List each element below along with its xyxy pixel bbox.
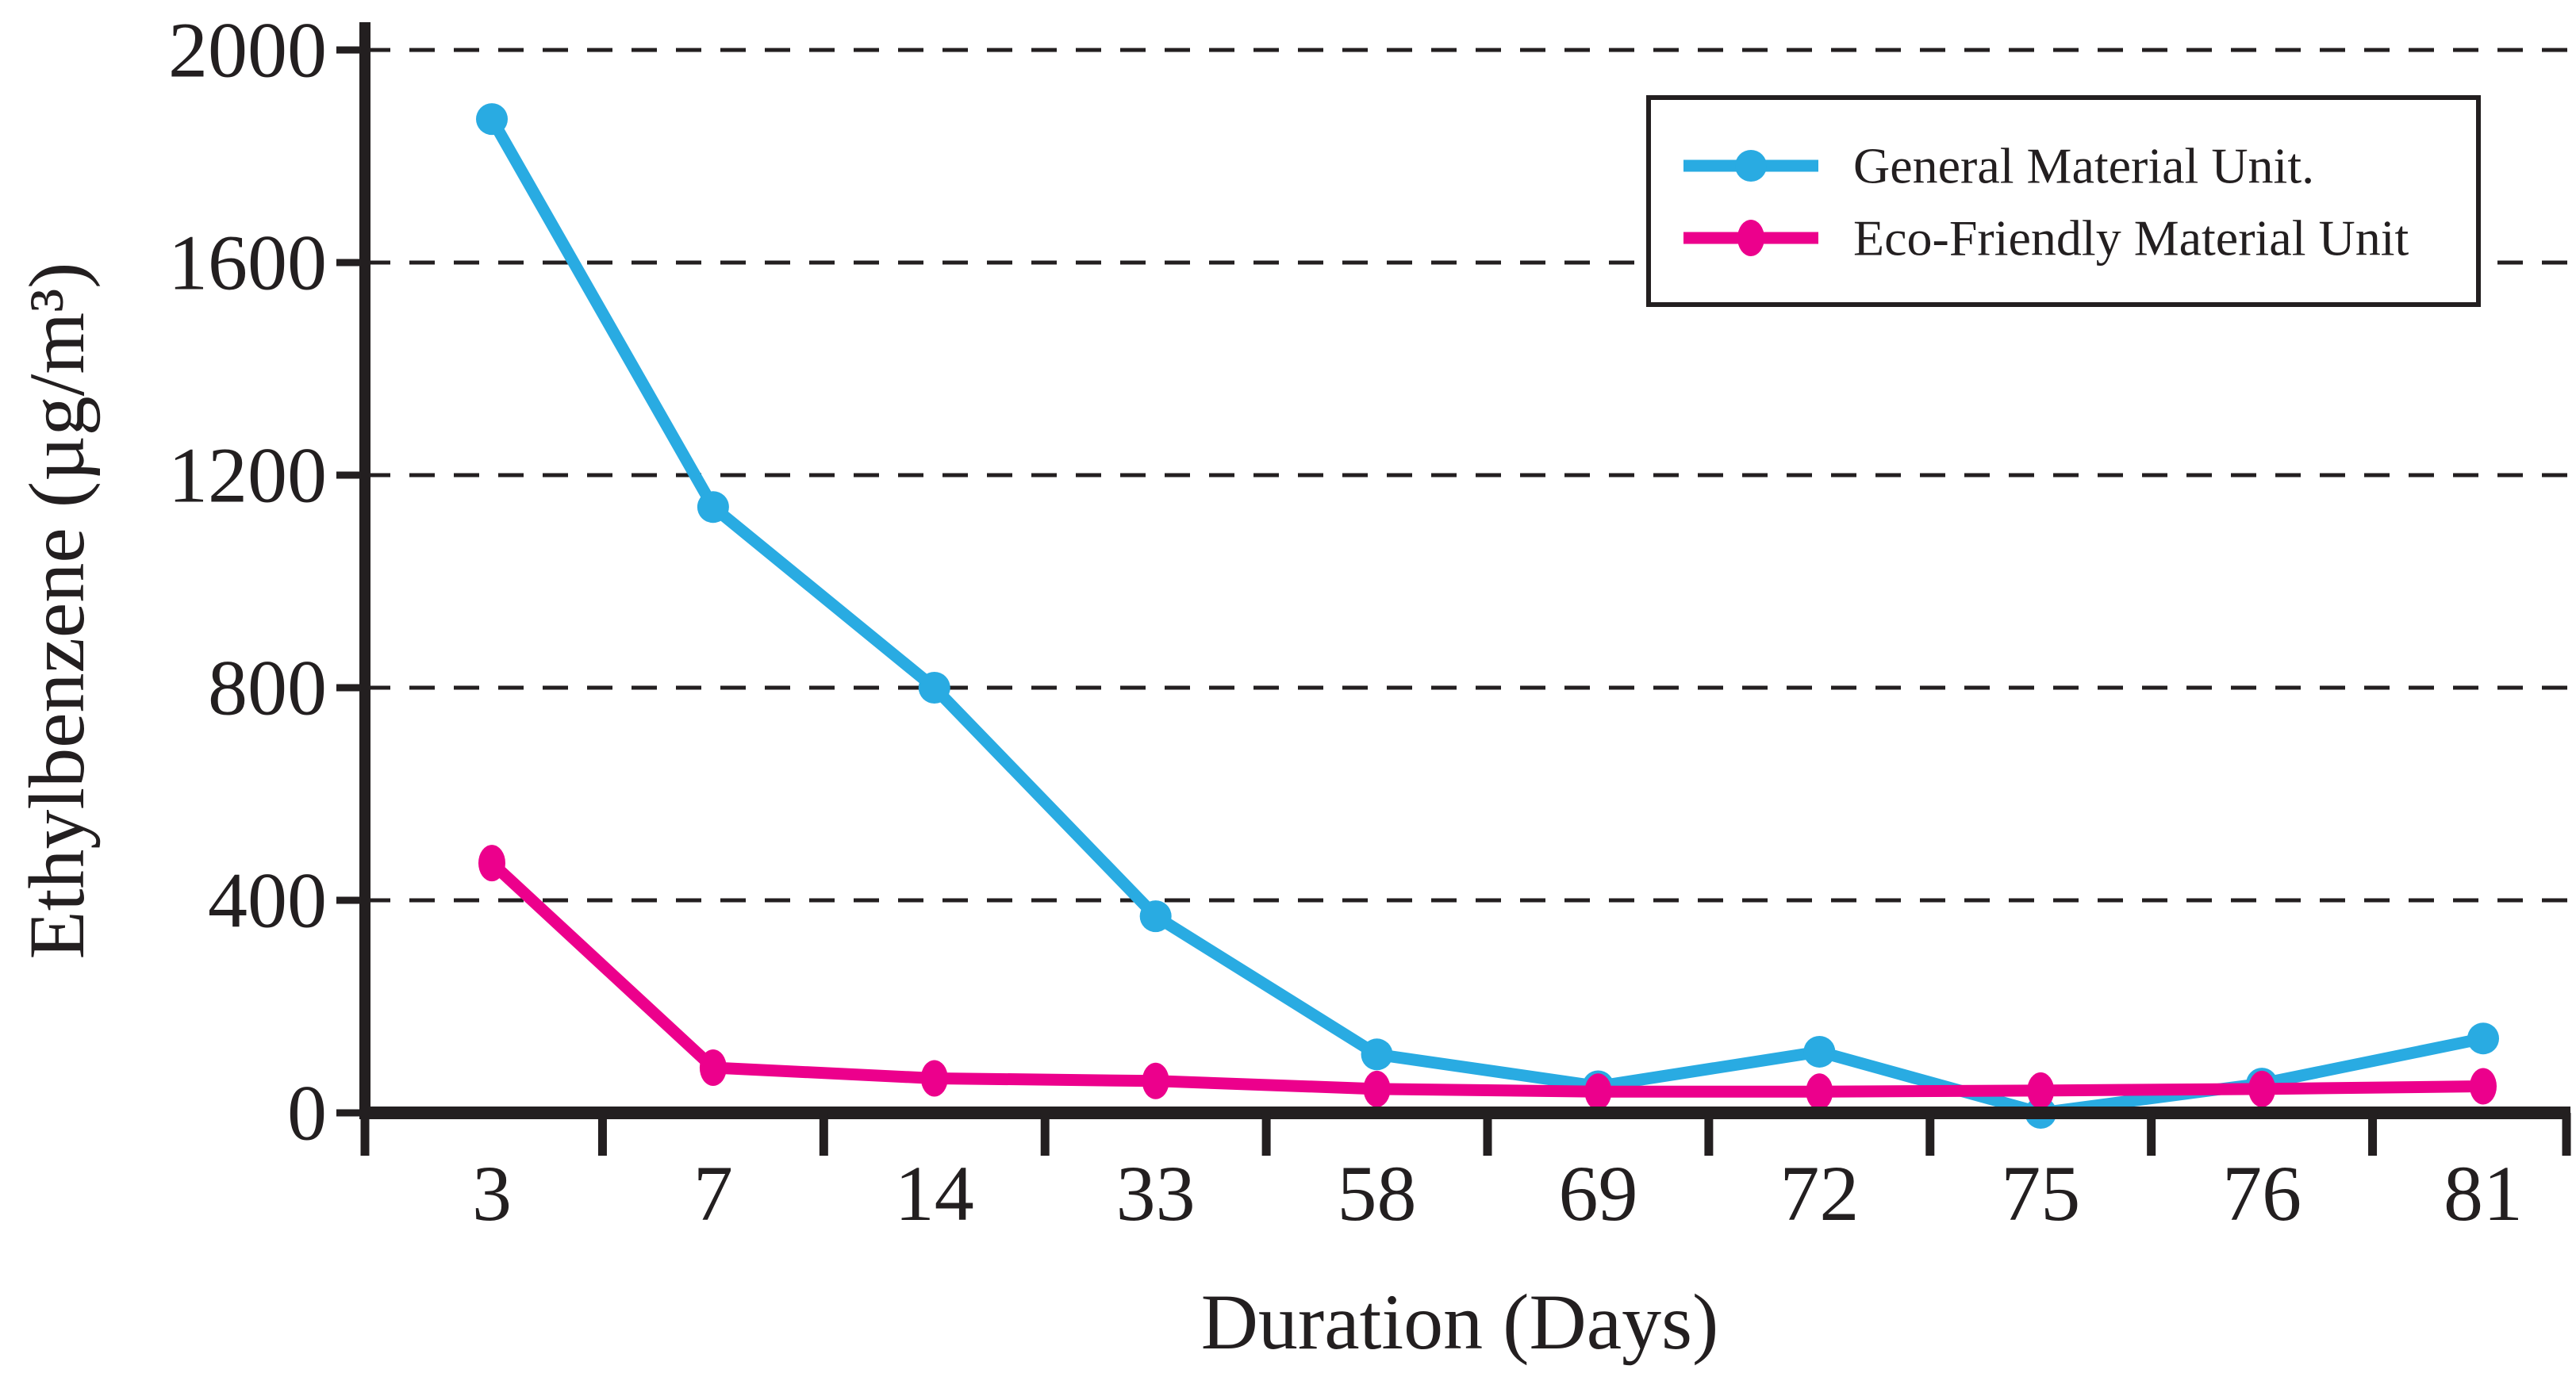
data-point-eco-day-58 — [1363, 1070, 1391, 1107]
legend-marker-eco — [1737, 220, 1764, 256]
data-point-eco-day-72 — [1806, 1073, 1833, 1110]
x-tick-label-75: 75 — [2001, 1149, 2080, 1237]
x-tick-label-76: 76 — [2222, 1149, 2302, 1237]
series-line-general — [486, 113, 2490, 1119]
x-tick-label-3: 3 — [472, 1149, 512, 1237]
series-layer — [476, 103, 2499, 1129]
data-point-eco-day-75 — [2027, 1072, 2055, 1109]
legend-label-eco: Eco-Friendly Material Unit — [1853, 210, 2409, 267]
y-axis-title: Ethylbenzene (µg/m³) — [13, 263, 101, 960]
x-axis-title: Duration (Days) — [1201, 1278, 1719, 1366]
legend-marker-general — [1735, 150, 1767, 182]
data-point-general-day-81 — [2467, 1022, 2499, 1055]
data-point-general-day-58 — [1361, 1038, 1393, 1071]
tick-labels-layer: 0 400 800 1200 1600 2000 3 7 14 33 58 69 72 75 76 81 — [168, 6, 2523, 1238]
x-tick-label-58: 58 — [1338, 1149, 1417, 1237]
x-tick-label-33: 33 — [1116, 1149, 1196, 1237]
data-point-general-day-7 — [697, 491, 729, 524]
data-point-eco-day-76 — [2248, 1070, 2276, 1107]
y-tick-label-400: 400 — [208, 857, 327, 945]
x-tick-label-81: 81 — [2444, 1149, 2523, 1237]
data-point-general-day-72 — [1803, 1035, 1836, 1068]
y-tick-label-2000: 2000 — [168, 6, 327, 94]
x-tick-label-14: 14 — [895, 1149, 974, 1237]
y-tick-label-0: 0 — [287, 1069, 327, 1157]
legend-label-general: General Material Unit. — [1853, 138, 2314, 194]
data-point-general-day-14 — [918, 672, 950, 704]
data-point-eco-day-33 — [1142, 1062, 1169, 1099]
data-point-eco-day-14 — [920, 1060, 948, 1097]
data-point-eco-day-3 — [478, 845, 505, 882]
x-tick-label-69: 69 — [1558, 1149, 1637, 1237]
data-point-general-day-3 — [476, 103, 508, 136]
y-tick-label-800: 800 — [208, 644, 327, 732]
legend: General Material Unit. Eco-Friendly Mater… — [1646, 95, 2481, 307]
series-line-eco — [486, 857, 2490, 1098]
x-tick-label-7: 7 — [693, 1149, 733, 1237]
x-tick-label-72: 72 — [1779, 1149, 1859, 1237]
y-tick-label-1200: 1200 — [168, 432, 327, 520]
y-tick-label-1600: 1600 — [168, 219, 327, 307]
legend-box — [1646, 95, 2481, 307]
data-point-eco-day-81 — [2470, 1068, 2497, 1105]
data-point-eco-day-69 — [1584, 1073, 1612, 1110]
data-point-general-day-33 — [1139, 900, 1172, 933]
data-point-eco-day-7 — [699, 1049, 727, 1087]
axes-layer — [336, 22, 2571, 1156]
